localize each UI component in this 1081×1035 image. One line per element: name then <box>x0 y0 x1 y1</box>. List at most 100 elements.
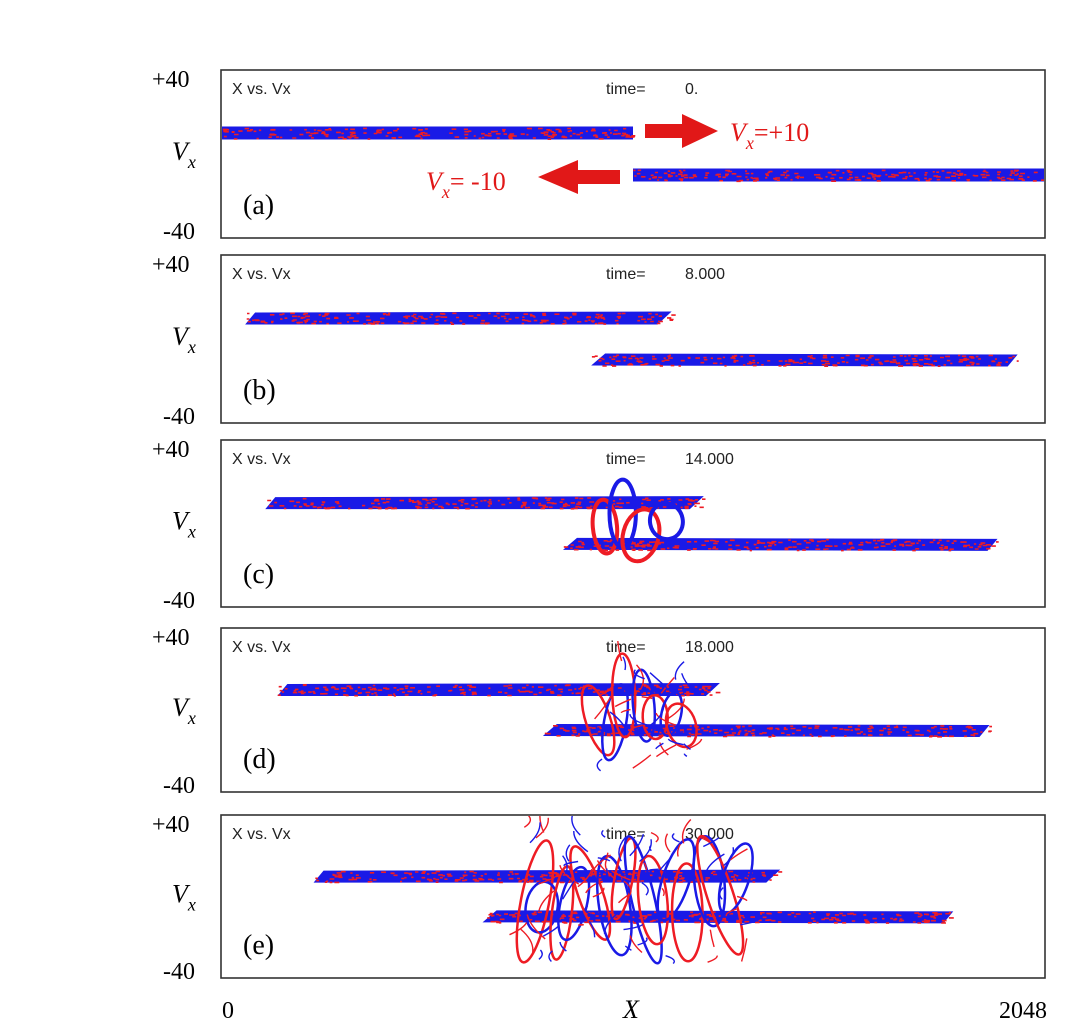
y-axis-label-sub: x <box>187 152 196 172</box>
particle-data <box>265 477 999 564</box>
panel-label: (c) <box>243 559 274 590</box>
time-label: time= <box>606 826 646 843</box>
vx-label-value: = -10 <box>450 167 506 196</box>
time-label: time= <box>606 639 646 656</box>
y-tick-label-bottom: -40 <box>163 773 195 799</box>
panel-label: (e) <box>243 930 274 961</box>
vx-label-sub: x <box>745 133 754 153</box>
y-tick-label-top: +40 <box>152 625 190 651</box>
beam-band <box>633 168 1044 182</box>
panel-label: (d) <box>243 744 276 775</box>
vortex-loop <box>590 497 620 556</box>
vortex-loop <box>641 693 669 741</box>
vortex-loop <box>717 842 754 915</box>
y-tick-label-top: +40 <box>152 437 190 463</box>
vortex-loop <box>515 839 555 964</box>
y-tick-label-bottom: -40 <box>163 588 195 614</box>
y-axis-label-sub: x <box>187 895 196 915</box>
y-tick-label-top: +40 <box>152 252 190 278</box>
particle-data <box>313 816 954 965</box>
time-label: time= <box>606 451 646 468</box>
beam-speckle <box>222 127 636 140</box>
panel-b: +40 -40 Vx X vs. Vx time= 8.000 (b) <box>152 252 1046 430</box>
vortex-loop <box>620 507 662 564</box>
beam-speckle <box>267 497 706 510</box>
x-tick-label-left: 0 <box>222 998 234 1024</box>
y-tick-label-top: +40 <box>152 812 190 838</box>
y-axis-label: Vx <box>172 880 196 915</box>
y-axis-label: Vx <box>172 693 196 728</box>
x-axis-label: X <box>622 995 640 1024</box>
vortex-loop <box>601 683 630 762</box>
vx-label-sub: x <box>441 182 450 202</box>
arrow-right-icon <box>645 114 718 148</box>
x-tick-label-right: 2048 <box>999 998 1047 1024</box>
beam-positive <box>245 311 676 325</box>
vortex-filaments <box>594 641 703 769</box>
vortex-loop <box>580 684 616 757</box>
y-axis-label-main: V <box>172 507 191 536</box>
time-label: time= <box>606 266 646 283</box>
vx-label-value: =+10 <box>754 118 809 147</box>
y-tick-label-top: +40 <box>152 67 190 93</box>
panel-c: +40 -40 Vx X vs. Vx time= 14.000 (c) <box>152 437 1046 614</box>
time-value: 18.000 <box>685 639 734 656</box>
vx-negative-label: Vx= -10 <box>426 167 506 202</box>
plot-title: X vs. Vx <box>232 451 291 468</box>
beam-band <box>277 683 720 696</box>
y-axis-label: Vx <box>172 322 196 357</box>
y-axis-label-main: V <box>172 322 191 351</box>
beam-negative <box>562 537 999 552</box>
y-axis-label-main: V <box>172 880 191 909</box>
vortex-loop <box>623 835 663 965</box>
vx-positive-label: Vx=+10 <box>730 118 809 153</box>
y-axis-label: Vx <box>172 137 196 172</box>
plot-title: X vs. Vx <box>232 639 291 656</box>
vortex-filaments <box>529 816 761 965</box>
beam-band <box>562 537 998 551</box>
vortex-filaments <box>595 656 694 772</box>
plot-frame <box>220 439 1046 608</box>
beam-speckle <box>246 312 676 325</box>
time-value: 0. <box>685 81 698 98</box>
vortex-region <box>590 477 685 564</box>
beam-speckle <box>633 169 1044 183</box>
particle-data <box>222 126 1044 183</box>
beam-negative <box>542 724 992 738</box>
y-tick-label-bottom: -40 <box>163 959 195 985</box>
y-axis-label-main: V <box>172 137 191 166</box>
time-value: 30.000 <box>685 826 734 843</box>
time-label: time= <box>606 81 646 98</box>
y-tick-label-bottom: -40 <box>163 404 195 430</box>
plot-title: X vs. Vx <box>232 266 291 283</box>
beam-speckle <box>315 870 783 884</box>
beam-negative <box>633 168 1044 183</box>
vortex-loop <box>569 845 612 941</box>
y-axis-label-sub: x <box>187 708 196 728</box>
beam-speckle <box>563 538 999 552</box>
vortex-region <box>509 816 761 965</box>
vx-label-main: V <box>426 167 445 196</box>
vortex-loop <box>696 834 745 956</box>
arrow-left-icon <box>538 160 620 194</box>
plot-frame <box>220 254 1046 424</box>
beam-positive <box>265 496 706 510</box>
beam-speckle <box>487 911 954 924</box>
panel-e: +40 -40 Vx X vs. Vx time= 30.000 (e) <box>152 812 1046 985</box>
vortex-loop <box>647 501 685 542</box>
beam-positive <box>277 683 721 697</box>
vortex-loop <box>636 854 670 946</box>
y-axis-label-main: V <box>172 693 191 722</box>
y-axis-label: Vx <box>172 507 196 542</box>
y-tick-label-bottom: -40 <box>163 219 195 245</box>
particle-data <box>277 641 992 772</box>
time-value: 8.000 <box>685 266 725 283</box>
beam-positive <box>222 126 636 140</box>
plot-frame <box>220 69 1046 239</box>
plot-title: X vs. Vx <box>232 81 291 98</box>
plot-title: X vs. Vx <box>232 826 291 843</box>
particle-data <box>245 311 1019 367</box>
